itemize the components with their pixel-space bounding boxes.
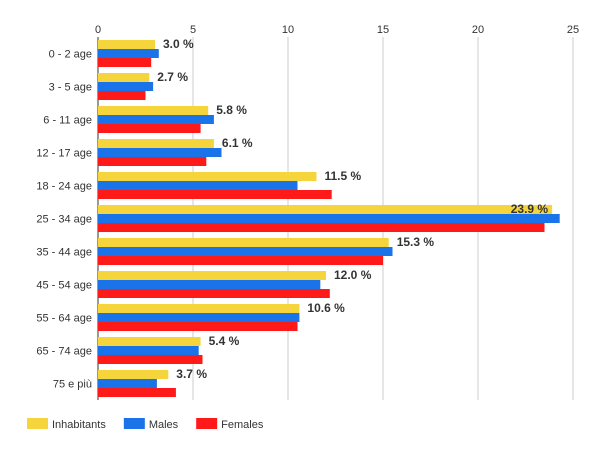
x-tick-label: 10 [282, 24, 294, 36]
bar-females [98, 190, 332, 199]
bar-females [98, 322, 298, 331]
bar-females [98, 157, 207, 166]
bar-inhabitants [98, 106, 209, 115]
legend-label-females: Females [221, 419, 264, 431]
bar-females [98, 256, 383, 265]
bar-males [98, 49, 159, 58]
x-tick-label: 20 [472, 24, 484, 36]
data-label: 6.1 % [222, 136, 253, 150]
data-label: 15.3 % [397, 235, 435, 249]
category-label: 75 e più [53, 379, 92, 391]
bar-inhabitants [98, 172, 317, 181]
data-labels: 3.0 % 2.7 % 5.8 % 6.1 % 11.5 % 23.9 % 15.3 % 12… [157, 37, 548, 381]
x-tick-label: 5 [190, 24, 196, 36]
bar-inhabitants [98, 73, 150, 82]
category-label: 25 - 34 age [36, 214, 92, 226]
bar-males [98, 379, 157, 388]
bar-males [98, 280, 321, 289]
category-label: 0 - 2 age [49, 49, 92, 61]
bar-females [98, 91, 146, 100]
bar-inhabitants [98, 139, 214, 148]
bar-inhabitants [98, 271, 326, 280]
bar-inhabitants [98, 205, 553, 214]
data-label: 23.9 % [511, 202, 549, 216]
data-label: 12.0 % [334, 268, 372, 282]
bars [98, 40, 560, 397]
data-label: 3.0 % [163, 37, 194, 51]
bar-inhabitants [98, 40, 155, 49]
bar-inhabitants [98, 337, 201, 346]
bar-males [98, 214, 560, 223]
category-label: 3 - 5 age [49, 82, 92, 94]
bar-females [98, 388, 176, 397]
legend-swatch-females [196, 418, 218, 429]
legend: Inhabitants Males Females [27, 418, 264, 431]
data-label: 10.6 % [307, 301, 345, 315]
category-labels: 0 - 2 age 3 - 5 age 6 - 11 age 12 - 17 age 1… [36, 49, 92, 391]
bar-females [98, 124, 201, 133]
category-label: 35 - 44 age [36, 247, 92, 259]
bar-inhabitants [98, 304, 300, 313]
bar-males [98, 148, 222, 157]
bar-females [98, 355, 203, 364]
bar-males [98, 346, 199, 355]
data-label: 5.4 % [209, 334, 240, 348]
data-label: 3.7 % [176, 367, 207, 381]
category-label: 45 - 54 age [36, 280, 92, 292]
legend-swatch-males [123, 418, 145, 429]
category-label: 6 - 11 age [43, 115, 92, 127]
bar-females [98, 223, 545, 232]
data-label: 2.7 % [157, 70, 188, 84]
legend-label-inhabitants: Inhabitants [52, 419, 106, 431]
bar-males [98, 313, 300, 322]
x-axis-ticks: 0 5 10 15 20 25 [95, 24, 579, 36]
legend-label-males: Males [149, 419, 179, 431]
bar-inhabitants [98, 238, 389, 247]
bar-males [98, 247, 393, 256]
x-tick-label: 15 [377, 24, 389, 36]
x-tick-label: 25 [567, 24, 579, 36]
bar-males [98, 181, 298, 190]
x-tick-label: 0 [95, 24, 101, 36]
data-label: 5.8 % [216, 103, 247, 117]
bar-females [98, 58, 152, 67]
category-label: 65 - 74 age [36, 346, 92, 358]
category-label: 12 - 17 age [36, 148, 92, 160]
bar-males [98, 115, 214, 124]
bar-females [98, 289, 330, 298]
category-label: 55 - 64 age [36, 313, 92, 325]
category-label: 18 - 24 age [36, 181, 92, 193]
bar-inhabitants [98, 370, 169, 379]
data-label: 11.5 % [325, 169, 362, 183]
bar-males [98, 82, 154, 91]
legend-swatch-inhabitants [27, 418, 48, 429]
